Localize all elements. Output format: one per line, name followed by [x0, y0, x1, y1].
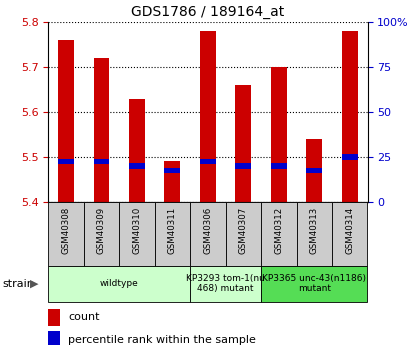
Bar [200, 159, 216, 164]
Text: GSM40309: GSM40309 [97, 207, 106, 254]
Bar [190, 266, 261, 302]
Bar [129, 99, 145, 202]
Bar [306, 139, 322, 202]
Bar [58, 40, 74, 202]
Bar [48, 309, 60, 326]
Text: GSM40313: GSM40313 [310, 207, 319, 254]
Bar [271, 67, 287, 202]
Bar [200, 31, 216, 202]
Title: GDS1786 / 189164_at: GDS1786 / 189164_at [131, 4, 284, 19]
Text: KP3293 tom-1(nu
468) mutant: KP3293 tom-1(nu 468) mutant [186, 274, 265, 294]
Bar [226, 202, 261, 266]
Text: GSM40312: GSM40312 [274, 207, 284, 254]
Text: GSM40311: GSM40311 [168, 207, 177, 254]
Bar [155, 202, 190, 266]
Text: wildtype: wildtype [100, 279, 139, 288]
Bar [165, 168, 181, 173]
Text: ▶: ▶ [30, 279, 39, 289]
Bar [297, 202, 332, 266]
Bar [48, 202, 84, 266]
Bar [342, 154, 358, 160]
Bar [58, 159, 74, 164]
Bar [342, 31, 358, 202]
Text: percentile rank within the sample: percentile rank within the sample [68, 335, 256, 345]
Text: GSM40308: GSM40308 [62, 207, 71, 254]
Text: strain: strain [2, 279, 34, 289]
Bar [306, 168, 322, 173]
Bar [94, 58, 110, 202]
Bar [261, 266, 368, 302]
Text: GSM40306: GSM40306 [203, 207, 213, 254]
Text: count: count [68, 312, 100, 322]
Bar [48, 331, 60, 345]
Bar [190, 202, 226, 266]
Bar [235, 85, 251, 202]
Text: KP3365 unc-43(n1186)
mutant: KP3365 unc-43(n1186) mutant [262, 274, 366, 294]
Bar [94, 159, 110, 164]
Bar [129, 163, 145, 169]
Bar [165, 161, 181, 202]
Bar [271, 163, 287, 169]
Bar [119, 202, 155, 266]
Bar [332, 202, 368, 266]
Bar [235, 163, 251, 169]
Bar [261, 202, 297, 266]
Text: GSM40310: GSM40310 [132, 207, 142, 254]
Bar [84, 202, 119, 266]
Bar [48, 266, 190, 302]
Text: GSM40314: GSM40314 [345, 207, 354, 254]
Text: GSM40307: GSM40307 [239, 207, 248, 254]
